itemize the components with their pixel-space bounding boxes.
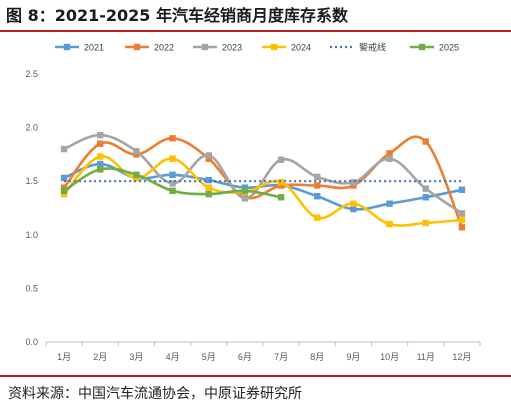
data-point: [422, 185, 429, 192]
data-point: [350, 179, 357, 186]
legend-label: 2024: [291, 43, 311, 53]
x-tick-label: 4月: [166, 352, 180, 362]
x-tick-label: 5月: [202, 352, 216, 362]
data-point: [241, 195, 249, 202]
legend-marker: [270, 43, 278, 51]
data-point: [277, 194, 285, 201]
data-point: [133, 171, 140, 178]
legend-marker: [201, 43, 209, 51]
data-point: [458, 224, 466, 231]
footer-divider: [0, 375, 511, 377]
legend-item-警戒线: 警戒线: [330, 42, 386, 53]
data-point: [169, 135, 176, 142]
data-point: [350, 205, 357, 213]
data-point: [97, 153, 104, 160]
data-point: [60, 184, 68, 191]
legend-item-2021: 2021: [55, 43, 104, 53]
data-point: [277, 182, 285, 189]
legend-label: 2021: [84, 43, 104, 53]
legend-item-2023: 2023: [193, 43, 242, 53]
data-point: [205, 190, 212, 198]
data-point: [458, 186, 466, 193]
data-point: [314, 182, 321, 189]
data-point: [277, 156, 285, 163]
data-point: [386, 200, 393, 207]
y-tick-label: 1.5: [25, 176, 38, 186]
data-point: [133, 151, 140, 158]
series-group: [60, 131, 466, 231]
legend-marker: [63, 43, 71, 51]
y-tick-label: 0.5: [25, 283, 38, 293]
x-tick-label: 12月: [452, 352, 471, 362]
data-point: [169, 180, 176, 187]
x-tick-label: 1月: [57, 352, 71, 362]
data-point: [205, 184, 212, 191]
series-2023: [60, 131, 466, 217]
data-point: [60, 174, 68, 182]
y-tick-label: 2.5: [25, 69, 38, 79]
data-point: [133, 174, 140, 182]
x-tick-label: 10月: [380, 352, 399, 362]
data-point: [350, 200, 357, 207]
data-point: [386, 220, 393, 228]
data-point: [97, 166, 104, 173]
series-2025: [60, 166, 285, 201]
data-point: [97, 160, 104, 168]
data-point: [314, 214, 321, 221]
y-tick-label: 1.0: [25, 230, 38, 240]
data-point: [133, 147, 140, 155]
data-point: [458, 210, 466, 217]
y-tick-label: 2.0: [25, 123, 38, 133]
legend-label: 2025: [439, 43, 459, 53]
legend-label: 2023: [222, 43, 242, 53]
data-point: [422, 194, 429, 201]
data-point: [422, 138, 429, 145]
data-point: [60, 145, 68, 153]
y-axis: 0.0 0.5 1.0 1.5 2.0 2.5: [25, 69, 38, 347]
x-tick-label: 11月: [417, 352, 435, 362]
data-point: [350, 182, 357, 189]
data-point: [169, 171, 176, 178]
x-tick-label: 6月: [238, 352, 252, 362]
legend-item-2022: 2022: [125, 43, 174, 53]
data-point: [169, 155, 176, 162]
data-point: [205, 155, 212, 162]
x-tick-label: 2月: [93, 352, 107, 362]
data-point: [314, 173, 321, 181]
data-point: [241, 184, 249, 191]
data-point: [422, 219, 429, 227]
x-tick-label: 9月: [346, 352, 360, 362]
x-tick-label: 7月: [274, 352, 288, 362]
data-point: [314, 193, 321, 200]
line-chart: 2021 2022 2023 2024 警戒线 2025 0.0 0.5 1.0 1.5 2.0 2…: [25, 42, 481, 362]
x-axis: 1月 2月 3月 4月 5月 6月 7月 8月 9月 10月 11月 12月: [45, 341, 481, 362]
data-point: [97, 131, 104, 139]
chart-title: 图 8：2021-2025 年汽车经销商月度库存系数: [6, 6, 348, 25]
series-2024: [60, 153, 466, 228]
data-point: [205, 176, 212, 184]
x-tick-label: 3月: [129, 352, 143, 362]
x-tick-label: 8月: [310, 352, 324, 362]
legend-marker: [133, 43, 141, 51]
data-point: [386, 155, 393, 162]
data-point: [386, 150, 393, 157]
data-point: [97, 140, 104, 147]
data-point: [169, 187, 176, 195]
legend-item-2025: 2025: [410, 43, 459, 53]
legend-label: 2022: [154, 43, 174, 53]
title-divider: [0, 30, 511, 32]
data-point: [60, 187, 68, 195]
legend-label: 警戒线: [359, 42, 386, 53]
data-point: [60, 190, 68, 198]
data-point: [205, 152, 212, 159]
legend-marker: [418, 43, 426, 51]
legend-item-2024: 2024: [262, 43, 311, 53]
data-point: [458, 216, 466, 223]
y-tick-label: 0.0: [25, 337, 38, 347]
source-note: 资料来源：中国汽车流通协会，中原证券研究所: [8, 386, 302, 402]
legend: 2021 2022 2023 2024 警戒线 2025: [55, 42, 459, 53]
data-point: [241, 187, 249, 195]
